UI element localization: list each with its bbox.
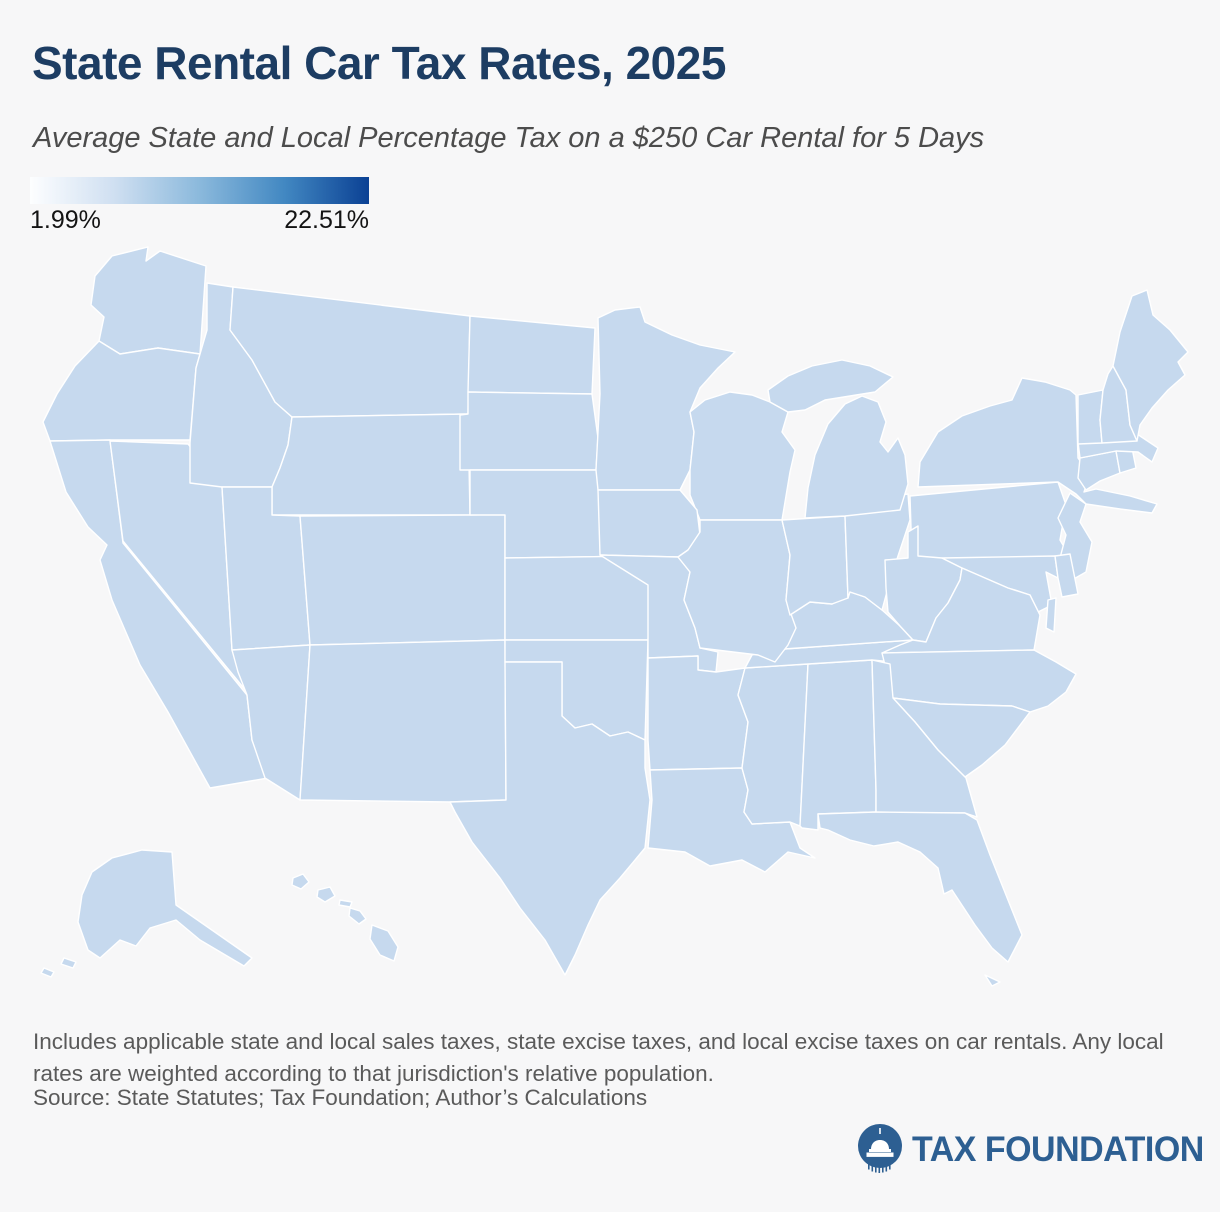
state-vermont[interactable] [1077,389,1104,445]
legend-min-label: 1.99% [30,206,101,234]
page-title: State Rental Car Tax Rates, 2025 [32,37,726,89]
state-new-mexico[interactable] [299,639,507,803]
page-subtitle: Average State and Local Percentage Tax o… [33,122,985,154]
state-minnesota[interactable] [595,306,736,491]
state-florida[interactable] [817,811,1023,987]
state-iowa[interactable] [597,489,701,558]
state-north-dakota[interactable] [467,315,596,395]
state-georgia[interactable] [871,659,978,818]
logo-wordmark: TAX FOUNDATION [912,1130,1204,1169]
state-virginia[interactable] [881,567,1057,654]
source-line: Source: State Statutes; Tax Foundation; … [33,1085,648,1110]
capitol-dome-icon [858,1124,902,1173]
legend-max-label: 22.51% [284,206,369,234]
state-alaska[interactable] [40,849,253,978]
state-wyoming[interactable] [271,413,471,516]
state-michigan[interactable] [767,359,909,519]
state-texas[interactable] [449,661,651,976]
state-mississippi[interactable] [737,663,809,827]
state-washington[interactable] [90,246,207,355]
state-california[interactable] [49,439,269,789]
state-delaware[interactable] [1054,553,1079,598]
state-maine[interactable] [1112,289,1189,442]
state-pennsylvania[interactable] [909,481,1071,561]
state-arkansas[interactable] [647,655,749,771]
state-wisconsin[interactable] [689,391,796,521]
footnote: Includes applicable state and local sale… [33,1029,1164,1087]
legend-labels: 1.99% 22.51% [30,206,369,235]
state-south-dakota[interactable] [459,391,599,471]
state-hawaii[interactable] [291,873,399,962]
state-indiana[interactable] [781,515,849,616]
state-oregon[interactable] [42,340,201,442]
legend-gradient-bar [30,177,369,204]
tax-foundation-logo: TAX FOUNDATION [852,1122,1213,1178]
state-colorado[interactable] [299,513,506,646]
state-alabama[interactable] [799,659,877,831]
